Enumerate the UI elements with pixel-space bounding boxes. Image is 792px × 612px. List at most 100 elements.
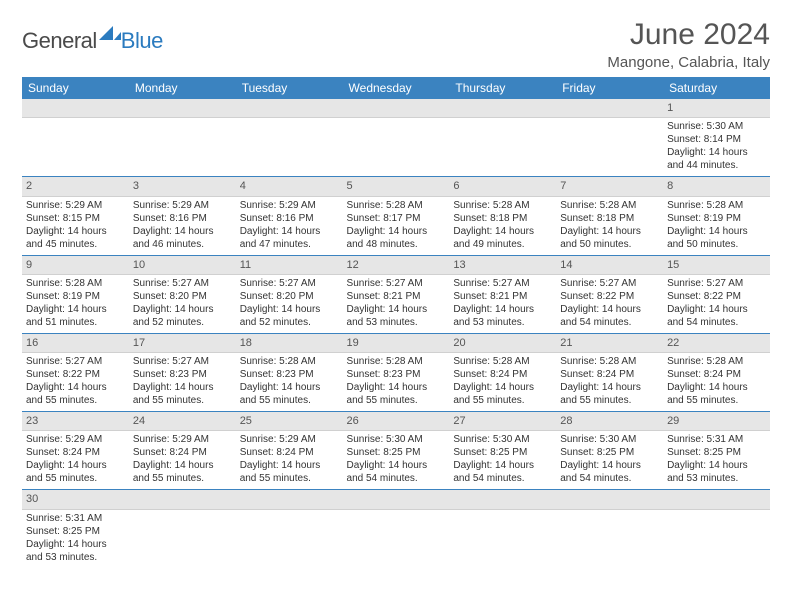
day-details: Sunrise: 5:29 AMSunset: 8:16 PMDaylight:… bbox=[129, 197, 236, 255]
daylight-text: Daylight: 14 hours and 50 minutes. bbox=[667, 225, 766, 251]
sunset-text: Sunset: 8:16 PM bbox=[133, 212, 232, 225]
sunrise-text: Sunrise: 5:29 AM bbox=[240, 199, 339, 212]
day-details: Sunrise: 5:28 AMSunset: 8:18 PMDaylight:… bbox=[556, 197, 663, 255]
logo-text-blue: Blue bbox=[121, 28, 163, 54]
day-number: 14 bbox=[556, 256, 663, 275]
day-number: 11 bbox=[236, 256, 343, 275]
day-number-bar bbox=[236, 99, 343, 118]
day-number-bar bbox=[236, 490, 343, 509]
day-details: Sunrise: 5:30 AMSunset: 8:14 PMDaylight:… bbox=[663, 118, 770, 176]
calendar-day-cell bbox=[129, 490, 236, 568]
sunset-text: Sunset: 8:23 PM bbox=[133, 368, 232, 381]
sunset-text: Sunset: 8:24 PM bbox=[560, 368, 659, 381]
calendar-day-cell: 13Sunrise: 5:27 AMSunset: 8:21 PMDayligh… bbox=[449, 255, 556, 333]
day-number: 4 bbox=[236, 177, 343, 196]
daylight-text: Daylight: 14 hours and 49 minutes. bbox=[453, 225, 552, 251]
page-header: General Blue June 2024 Mangone, Calabria… bbox=[22, 18, 770, 71]
sunrise-text: Sunrise: 5:29 AM bbox=[240, 433, 339, 446]
sunset-text: Sunset: 8:22 PM bbox=[26, 368, 125, 381]
day-number-bar bbox=[343, 490, 450, 509]
day-number: 15 bbox=[663, 256, 770, 275]
sunrise-text: Sunrise: 5:30 AM bbox=[453, 433, 552, 446]
calendar-day-cell: 12Sunrise: 5:27 AMSunset: 8:21 PMDayligh… bbox=[343, 255, 450, 333]
day-details: Sunrise: 5:27 AMSunset: 8:20 PMDaylight:… bbox=[236, 275, 343, 333]
calendar-day-cell: 2Sunrise: 5:29 AMSunset: 8:15 PMDaylight… bbox=[22, 177, 129, 255]
sunset-text: Sunset: 8:14 PM bbox=[667, 133, 766, 146]
calendar-day-cell bbox=[343, 490, 450, 568]
calendar-day-cell: 25Sunrise: 5:29 AMSunset: 8:24 PMDayligh… bbox=[236, 412, 343, 490]
logo-sail-icon bbox=[99, 24, 121, 47]
daylight-text: Daylight: 14 hours and 54 minutes. bbox=[453, 459, 552, 485]
calendar-day-cell: 16Sunrise: 5:27 AMSunset: 8:22 PMDayligh… bbox=[22, 333, 129, 411]
sunrise-text: Sunrise: 5:29 AM bbox=[26, 433, 125, 446]
day-number: 5 bbox=[343, 177, 450, 196]
sunset-text: Sunset: 8:25 PM bbox=[453, 446, 552, 459]
day-number: 3 bbox=[129, 177, 236, 196]
day-number-bar bbox=[129, 99, 236, 118]
day-details: Sunrise: 5:29 AMSunset: 8:15 PMDaylight:… bbox=[22, 197, 129, 255]
daylight-text: Daylight: 14 hours and 54 minutes. bbox=[560, 303, 659, 329]
day-number: 26 bbox=[343, 412, 450, 431]
sunrise-text: Sunrise: 5:27 AM bbox=[667, 277, 766, 290]
sunset-text: Sunset: 8:22 PM bbox=[560, 290, 659, 303]
daylight-text: Daylight: 14 hours and 54 minutes. bbox=[560, 459, 659, 485]
sunrise-text: Sunrise: 5:28 AM bbox=[667, 199, 766, 212]
day-number-bar bbox=[343, 99, 450, 118]
sunrise-text: Sunrise: 5:30 AM bbox=[347, 433, 446, 446]
sunrise-text: Sunrise: 5:28 AM bbox=[240, 355, 339, 368]
calendar-day-cell: 18Sunrise: 5:28 AMSunset: 8:23 PMDayligh… bbox=[236, 333, 343, 411]
sunrise-text: Sunrise: 5:27 AM bbox=[560, 277, 659, 290]
calendar-day-cell: 5Sunrise: 5:28 AMSunset: 8:17 PMDaylight… bbox=[343, 177, 450, 255]
calendar-page: General Blue June 2024 Mangone, Calabria… bbox=[0, 0, 792, 586]
calendar-header-row: Sunday Monday Tuesday Wednesday Thursday… bbox=[22, 77, 770, 99]
calendar-day-cell: 23Sunrise: 5:29 AMSunset: 8:24 PMDayligh… bbox=[22, 412, 129, 490]
calendar-table: Sunday Monday Tuesday Wednesday Thursday… bbox=[22, 77, 770, 568]
calendar-day-cell: 9Sunrise: 5:28 AMSunset: 8:19 PMDaylight… bbox=[22, 255, 129, 333]
day-details: Sunrise: 5:28 AMSunset: 8:23 PMDaylight:… bbox=[343, 353, 450, 411]
day-details: Sunrise: 5:31 AMSunset: 8:25 PMDaylight:… bbox=[22, 510, 129, 568]
day-number-bar bbox=[556, 99, 663, 118]
sunrise-text: Sunrise: 5:28 AM bbox=[347, 355, 446, 368]
calendar-day-cell: 19Sunrise: 5:28 AMSunset: 8:23 PMDayligh… bbox=[343, 333, 450, 411]
day-details: Sunrise: 5:27 AMSunset: 8:21 PMDaylight:… bbox=[343, 275, 450, 333]
day-number: 28 bbox=[556, 412, 663, 431]
calendar-day-cell: 6Sunrise: 5:28 AMSunset: 8:18 PMDaylight… bbox=[449, 177, 556, 255]
daylight-text: Daylight: 14 hours and 54 minutes. bbox=[667, 303, 766, 329]
sunrise-text: Sunrise: 5:30 AM bbox=[667, 120, 766, 133]
day-number: 10 bbox=[129, 256, 236, 275]
daylight-text: Daylight: 14 hours and 55 minutes. bbox=[26, 381, 125, 407]
sunset-text: Sunset: 8:24 PM bbox=[453, 368, 552, 381]
sunset-text: Sunset: 8:16 PM bbox=[240, 212, 339, 225]
sunrise-text: Sunrise: 5:27 AM bbox=[133, 277, 232, 290]
calendar-day-cell: 1Sunrise: 5:30 AMSunset: 8:14 PMDaylight… bbox=[663, 99, 770, 177]
calendar-day-cell: 17Sunrise: 5:27 AMSunset: 8:23 PMDayligh… bbox=[129, 333, 236, 411]
calendar-day-cell: 20Sunrise: 5:28 AMSunset: 8:24 PMDayligh… bbox=[449, 333, 556, 411]
daylight-text: Daylight: 14 hours and 51 minutes. bbox=[26, 303, 125, 329]
calendar-day-cell bbox=[449, 490, 556, 568]
day-details: Sunrise: 5:28 AMSunset: 8:23 PMDaylight:… bbox=[236, 353, 343, 411]
day-number: 7 bbox=[556, 177, 663, 196]
weekday-header: Monday bbox=[129, 77, 236, 99]
day-details: Sunrise: 5:27 AMSunset: 8:22 PMDaylight:… bbox=[556, 275, 663, 333]
daylight-text: Daylight: 14 hours and 55 minutes. bbox=[240, 381, 339, 407]
day-number-bar bbox=[556, 490, 663, 509]
daylight-text: Daylight: 14 hours and 52 minutes. bbox=[133, 303, 232, 329]
daylight-text: Daylight: 14 hours and 55 minutes. bbox=[667, 381, 766, 407]
calendar-day-cell bbox=[343, 99, 450, 177]
day-number-bar bbox=[129, 490, 236, 509]
calendar-day-cell: 14Sunrise: 5:27 AMSunset: 8:22 PMDayligh… bbox=[556, 255, 663, 333]
day-details: Sunrise: 5:31 AMSunset: 8:25 PMDaylight:… bbox=[663, 431, 770, 489]
day-number: 24 bbox=[129, 412, 236, 431]
sunset-text: Sunset: 8:24 PM bbox=[240, 446, 339, 459]
day-number-bar bbox=[22, 99, 129, 118]
sunset-text: Sunset: 8:19 PM bbox=[667, 212, 766, 225]
sunset-text: Sunset: 8:18 PM bbox=[560, 212, 659, 225]
daylight-text: Daylight: 14 hours and 50 minutes. bbox=[560, 225, 659, 251]
sunset-text: Sunset: 8:18 PM bbox=[453, 212, 552, 225]
daylight-text: Daylight: 14 hours and 45 minutes. bbox=[26, 225, 125, 251]
day-details: Sunrise: 5:28 AMSunset: 8:24 PMDaylight:… bbox=[449, 353, 556, 411]
daylight-text: Daylight: 14 hours and 44 minutes. bbox=[667, 146, 766, 172]
sunrise-text: Sunrise: 5:27 AM bbox=[26, 355, 125, 368]
daylight-text: Daylight: 14 hours and 55 minutes. bbox=[240, 459, 339, 485]
sunrise-text: Sunrise: 5:27 AM bbox=[453, 277, 552, 290]
